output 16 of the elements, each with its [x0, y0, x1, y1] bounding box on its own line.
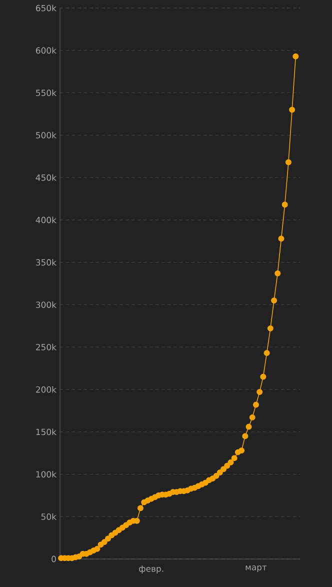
x-tick-label: март: [246, 566, 267, 572]
y-tick-label: 600k: [36, 47, 56, 54]
y-tick-label: 50k: [41, 513, 56, 520]
x-tick-label: февр.: [139, 566, 164, 574]
y-tick-label: 450k: [36, 174, 56, 181]
y-tick-label: 250k: [36, 344, 56, 350]
y-tick-label: 550k: [36, 89, 56, 96]
y-tick-label: 500k: [36, 132, 56, 138]
y-tick-label: 200k: [36, 386, 56, 393]
y-tick-label: 100k: [36, 470, 56, 478]
y-tick-label: 350k: [36, 259, 56, 266]
y-tick-label: 650k: [36, 4, 56, 12]
y-tick-label: 150k: [36, 428, 56, 436]
y-tick-label: 400k: [36, 216, 56, 224]
y-tick-label: 0: [52, 556, 56, 562]
y-tick-label: 300k: [36, 301, 56, 308]
